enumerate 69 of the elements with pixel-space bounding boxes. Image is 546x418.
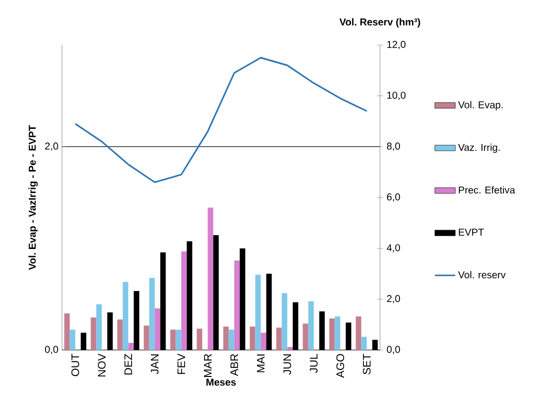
bar	[90, 317, 96, 350]
y2-tick-label: 4,0	[386, 244, 400, 252]
x-tick-label: JAN	[150, 354, 159, 374]
bar	[80, 332, 86, 350]
bar	[228, 330, 234, 350]
bar	[70, 330, 76, 350]
bar	[234, 260, 240, 350]
bar	[356, 316, 362, 350]
y2-axis-title: Vol. Reserv (hm³)	[339, 18, 420, 28]
bar	[149, 278, 155, 350]
y-axis-title: Vol. Evap - VazIrrig - Pe - EVPT	[28, 125, 38, 270]
x-tick-label: JUL	[310, 354, 318, 373]
bar	[250, 326, 256, 350]
bar	[223, 326, 229, 350]
y2-tick-label: 6,0	[387, 193, 400, 202]
bar	[240, 248, 246, 350]
x-tick-label: ABR	[230, 354, 238, 376]
bar	[186, 241, 192, 350]
legend-label: Vol. reserv	[458, 271, 506, 278]
x-axis-title: Meses	[206, 378, 236, 386]
x-tick-label: SET	[362, 354, 371, 374]
legend-label: EVPT	[458, 228, 484, 236]
bar	[122, 282, 128, 350]
bar	[255, 274, 261, 350]
bar	[292, 302, 298, 350]
x-tick-label: MAR	[204, 354, 212, 377]
legend-label: Vol. Evap.	[458, 101, 503, 110]
y2-tick-label: 8,0	[386, 142, 400, 151]
x-tick-label: AGO	[336, 354, 344, 378]
y2-tick-label: 0,0	[386, 346, 400, 354]
bar	[276, 328, 282, 350]
bar	[154, 308, 160, 350]
bar	[181, 251, 187, 350]
legend-label: Vaz. Irrig.	[458, 144, 500, 153]
x-tick-label: MAI	[256, 354, 265, 372]
bar	[302, 324, 308, 350]
x-tick-label: FEV	[177, 354, 186, 374]
bar	[329, 318, 335, 350]
bar	[266, 274, 272, 350]
line-series	[74, 56, 368, 184]
bar	[107, 312, 113, 350]
bar	[213, 235, 219, 350]
bar	[208, 208, 214, 350]
bar	[176, 330, 182, 350]
y2-tick-label: 12,0	[387, 40, 406, 50]
bar	[128, 342, 134, 350]
bar	[170, 330, 176, 350]
y2-tick-label: 2,0	[387, 295, 400, 304]
bar	[134, 291, 140, 350]
bar	[160, 252, 166, 350]
bar	[361, 336, 367, 350]
bar	[308, 301, 314, 350]
bar	[64, 313, 70, 350]
bar	[319, 311, 325, 350]
bar	[287, 346, 293, 350]
legend-label: Prec. Efetiva	[458, 186, 516, 194]
x-tick-label: DEZ	[124, 354, 132, 375]
bar	[96, 304, 102, 350]
bar	[346, 322, 352, 350]
bar	[282, 293, 288, 350]
x-tick-label: JUN	[283, 354, 292, 375]
bar	[334, 316, 340, 350]
bar	[144, 326, 150, 350]
x-tick-label: OUT	[71, 354, 80, 376]
bar	[196, 328, 202, 350]
bar	[260, 332, 266, 350]
bar	[117, 320, 123, 350]
y2-tick-label: 10,0	[387, 92, 406, 100]
x-tick-label: NOV	[98, 354, 106, 376]
